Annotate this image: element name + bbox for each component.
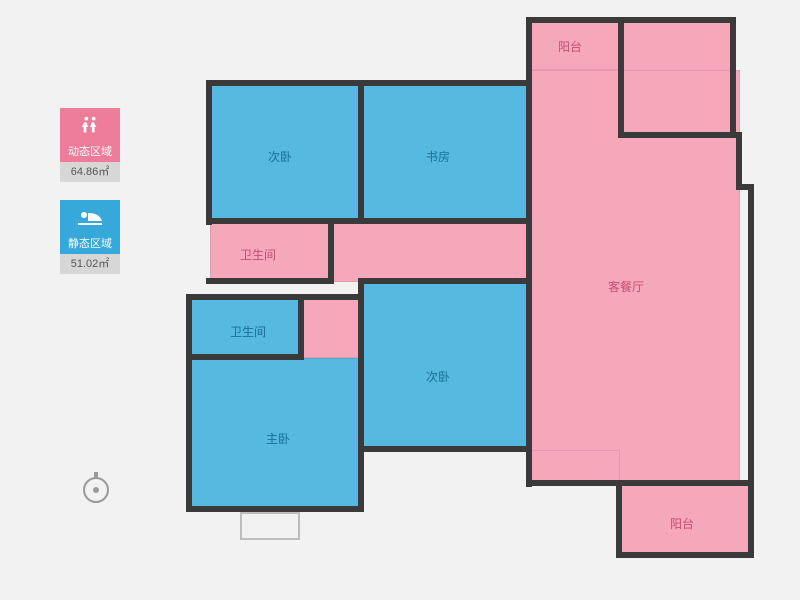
legend-static-title: 静态区域 — [60, 234, 120, 254]
legend-dynamic: 动态区域 64.86㎡ — [60, 108, 120, 182]
wall-23 — [298, 294, 304, 358]
legend-dynamic-value: 64.86㎡ — [60, 162, 120, 182]
room-study — [362, 85, 528, 220]
sleep-icon — [60, 200, 120, 234]
wall-3 — [526, 17, 622, 23]
wall-1 — [206, 80, 212, 225]
legend: 动态区域 64.86㎡ 静态区域 51.02㎡ — [60, 108, 120, 292]
legend-dynamic-title: 动态区域 — [60, 142, 120, 162]
room-master — [190, 358, 360, 508]
wall-21 — [186, 294, 192, 512]
wall-16 — [358, 80, 364, 222]
wall-0 — [206, 80, 532, 86]
wall-14 — [748, 480, 754, 558]
people-icon — [60, 108, 120, 142]
wall-13 — [616, 552, 754, 558]
wall-11 — [616, 480, 754, 486]
compass-icon — [78, 470, 114, 506]
wall-19 — [328, 218, 334, 282]
wall-6 — [730, 17, 736, 137]
wall-7 — [618, 132, 736, 138]
wall-25 — [358, 278, 532, 284]
wall-8 — [736, 132, 742, 190]
wall-17 — [206, 218, 532, 224]
legend-static-value: 51.02㎡ — [60, 254, 120, 274]
wall-12 — [616, 480, 622, 558]
wall-22 — [186, 354, 304, 360]
wall-27 — [358, 446, 532, 452]
wall-20 — [186, 294, 362, 300]
wall-5 — [618, 17, 736, 23]
room-bath1 — [210, 222, 330, 282]
floor-plan: 阳台厨房客餐厅阳台次卧书房卫生间卫生间次卧主卧 — [180, 20, 770, 580]
balcony-slab — [240, 512, 300, 540]
room-bed2_low — [362, 282, 528, 450]
room-bath2 — [190, 298, 300, 358]
wall-15 — [526, 480, 622, 486]
wall-2 — [526, 17, 532, 487]
wall-10 — [748, 184, 754, 484]
wall-4 — [618, 17, 624, 137]
room-balcony_top — [530, 20, 620, 70]
room-bed2_top — [210, 85, 360, 220]
room-hall_mid — [330, 220, 530, 282]
legend-static: 静态区域 51.02㎡ — [60, 200, 120, 274]
room-balcony_br — [620, 485, 750, 555]
wall-18 — [206, 278, 334, 284]
wall-24 — [358, 278, 364, 512]
room-hall_low — [300, 298, 360, 358]
